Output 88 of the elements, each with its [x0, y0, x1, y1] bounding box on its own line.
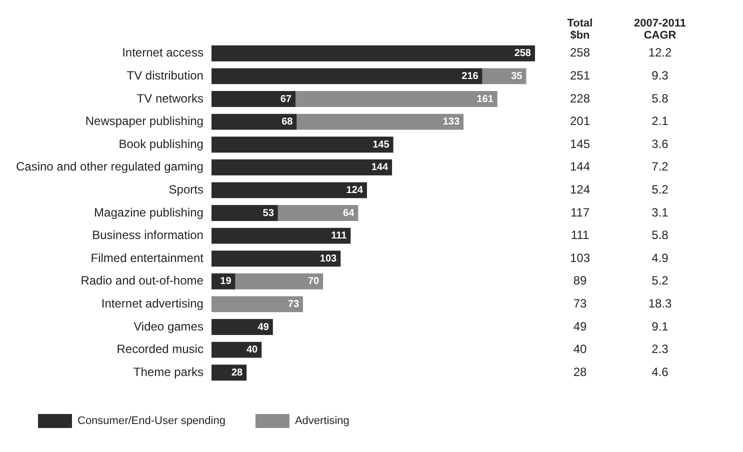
data-label: 111 [331, 230, 348, 242]
text: 40 [573, 342, 587, 356]
data-label: 49 [258, 322, 270, 333]
legend-label: Consumer/End-User spending [78, 415, 226, 428]
text: 4.6 [652, 364, 669, 379]
bar [211, 205, 278, 221]
data-label: 70 [308, 276, 320, 288]
text: 145 [570, 136, 590, 151]
data-label: 216 [462, 70, 479, 82]
text: 103 [570, 250, 590, 265]
y-tick-label: Internet advertising [101, 296, 204, 311]
y-tick-label: Theme parks [133, 364, 204, 379]
y-tick-label: Sports [168, 182, 204, 197]
text: 9.1 [652, 319, 669, 334]
bar [211, 159, 392, 176]
text: 201 [570, 114, 590, 128]
data-label: 258 [514, 48, 532, 60]
text: 28 [573, 364, 587, 379]
y-tick-label: Business information [92, 228, 204, 242]
y-tick-label: Recorded music [116, 342, 204, 356]
data-label: 133 [442, 116, 460, 128]
text: 9.3 [652, 68, 669, 83]
bar [211, 319, 273, 335]
bar [235, 273, 324, 290]
data-label: 144 [371, 162, 388, 174]
text: 117 [570, 205, 590, 220]
data-label: 53 [262, 208, 274, 219]
text: 12.2 [648, 46, 672, 60]
data-label: 64 [343, 208, 355, 219]
bar [296, 114, 464, 130]
y-tick-label: Book publishing [118, 136, 204, 151]
y-tick-label: TV distribution [126, 68, 204, 83]
data-label: 67 [280, 94, 292, 105]
data-label: 161 [476, 94, 494, 105]
text: 3.6 [652, 136, 669, 151]
text: 111 [570, 228, 590, 242]
legend-label: Advertising [294, 415, 350, 428]
text: 258 [570, 46, 590, 60]
text: 2.3 [652, 342, 669, 356]
bar [211, 45, 535, 62]
data-label: 145 [372, 139, 390, 150]
text: 2007-2011 CAGR [634, 17, 686, 42]
text: 228 [570, 91, 590, 106]
text: 18.3 [648, 296, 672, 311]
y-tick-label: Video games [134, 319, 204, 334]
text: 89 [573, 274, 587, 288]
text: 73 [573, 296, 587, 311]
y-tick-label: Filmed entertainment [90, 250, 204, 265]
y-tick-label: TV networks [136, 91, 204, 106]
text: Total $bn [567, 17, 593, 42]
bar [211, 296, 304, 312]
text: 144 [570, 160, 590, 174]
bar [211, 91, 296, 107]
bar [211, 136, 394, 153]
data-label: 73 [288, 298, 300, 310]
bar [211, 364, 247, 381]
text: 251 [570, 68, 590, 83]
data-label: 40 [246, 344, 258, 356]
bar [295, 91, 498, 107]
bar [211, 228, 351, 244]
text: 3.1 [652, 205, 669, 220]
data-label: 19 [220, 276, 232, 288]
text: 7.2 [652, 160, 669, 174]
data-label: 28 [231, 367, 244, 378]
bar [211, 114, 297, 130]
data-label: 124 [346, 184, 364, 196]
data-label: 103 [320, 253, 338, 264]
bar [211, 342, 262, 358]
bar [211, 250, 341, 267]
text: 5.2 [652, 182, 669, 197]
bar [482, 68, 526, 84]
text: 124 [570, 182, 590, 197]
text: 5.2 [652, 274, 669, 288]
text: 49 [573, 319, 587, 334]
bar [278, 205, 358, 221]
bar [211, 68, 482, 84]
text: 4.9 [652, 250, 669, 265]
bar [211, 182, 367, 198]
text: 5.8 [652, 91, 669, 106]
data-label: 35 [511, 70, 523, 82]
y-tick-label: Newspaper publishing [85, 114, 204, 128]
y-tick-label: Magazine publishing [94, 205, 204, 220]
text: 2.1 [652, 114, 669, 128]
y-tick-label: Internet access [122, 46, 204, 60]
text: 5.8 [652, 228, 669, 242]
y-tick-label: Radio and out-of-home [80, 274, 204, 288]
y-tick-label: Casino and other regulated gaming [16, 160, 204, 174]
data-label: 68 [282, 116, 294, 128]
